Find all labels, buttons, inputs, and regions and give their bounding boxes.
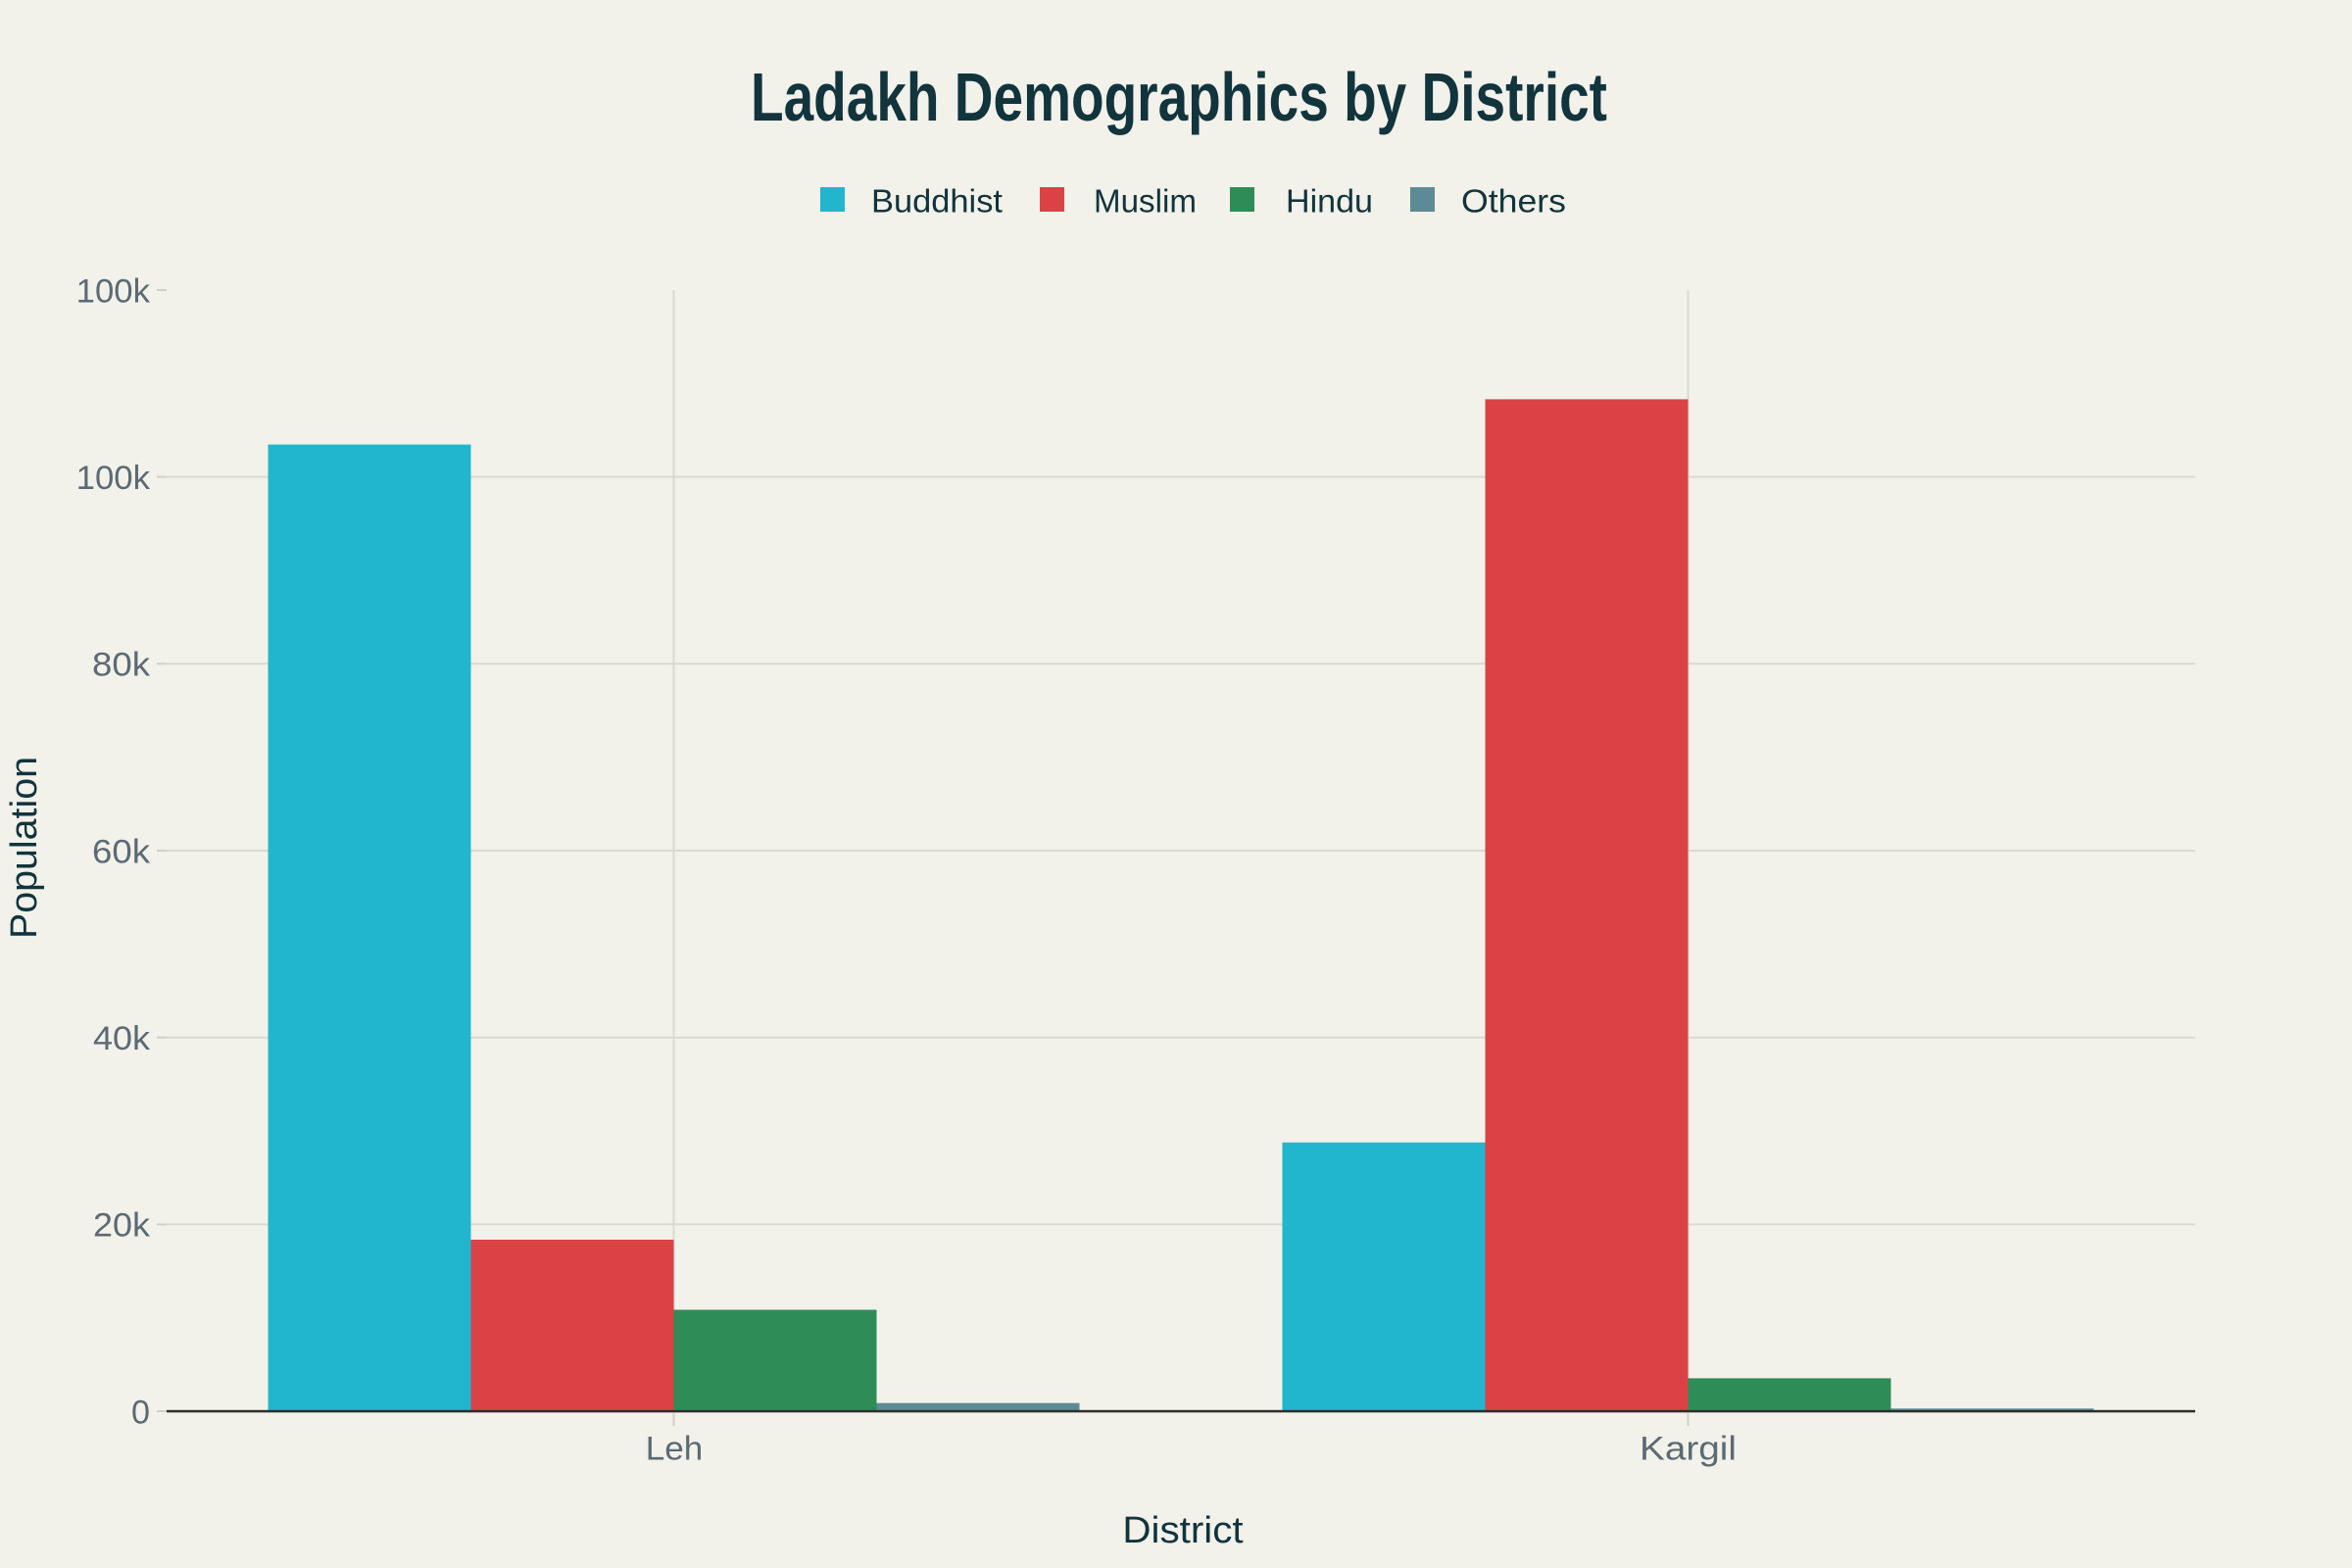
- svg-text:Population: Population: [4, 757, 45, 939]
- svg-text:Others: Others: [1461, 183, 1566, 220]
- svg-text:20k: 20k: [93, 1207, 151, 1245]
- svg-text:Leh: Leh: [646, 1431, 704, 1468]
- svg-text:Kargil: Kargil: [1640, 1431, 1737, 1468]
- svg-text:60k: 60k: [92, 833, 151, 870]
- svg-text:Ladakh Demographics by Distric: Ladakh Demographics by District: [751, 59, 1607, 135]
- svg-text:Muslim: Muslim: [1094, 183, 1197, 220]
- svg-text:100k: 100k: [76, 460, 151, 497]
- svg-text:80k: 80k: [92, 647, 151, 684]
- svg-text:100k: 100k: [76, 272, 151, 310]
- svg-text:0: 0: [131, 1394, 150, 1431]
- svg-text:40k: 40k: [93, 1020, 151, 1057]
- svg-text:Buddhist: Buddhist: [871, 183, 1003, 220]
- svg-text:Hindu: Hindu: [1286, 183, 1373, 220]
- svg-text:District: District: [1122, 1510, 1244, 1551]
